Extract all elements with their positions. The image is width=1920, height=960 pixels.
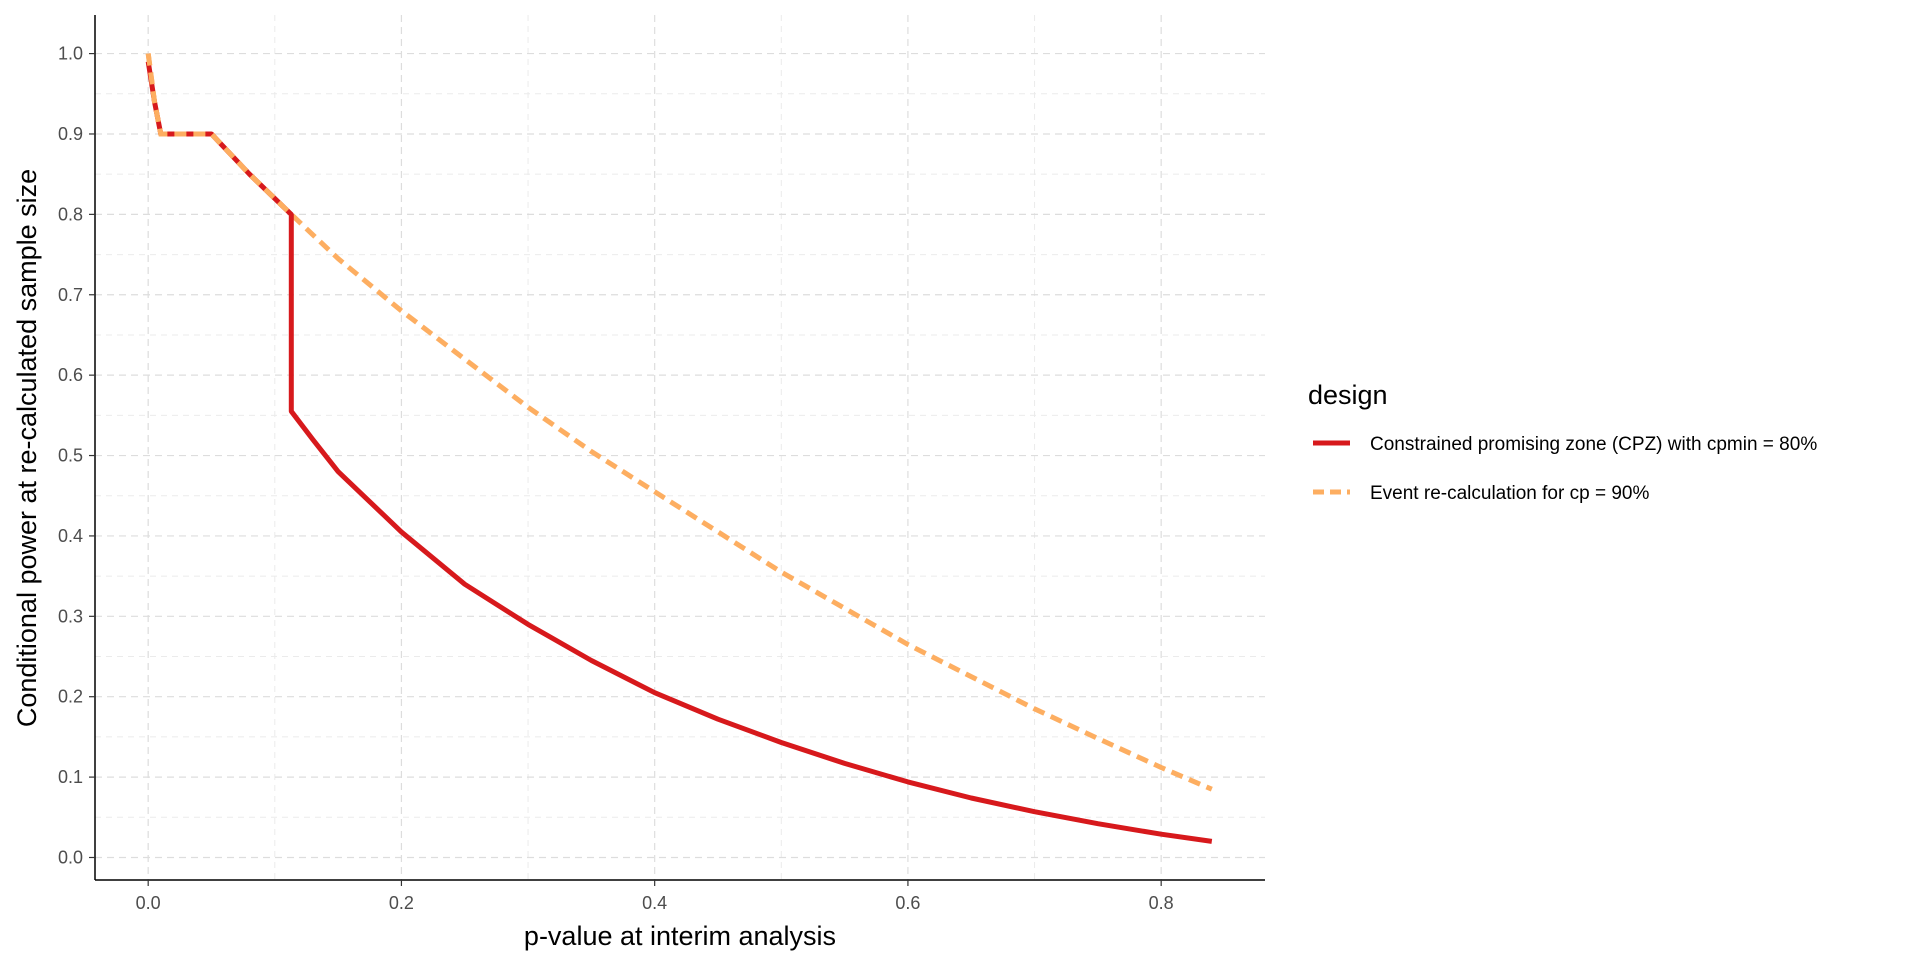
x-tick-label: 0.4 bbox=[642, 893, 667, 913]
y-tick-label: 0.4 bbox=[58, 526, 83, 546]
minor-gridlines bbox=[95, 15, 1265, 880]
x-tick-label: 0.0 bbox=[136, 893, 161, 913]
series-line-1-overlap bbox=[145, 53, 294, 217]
x-tick-label: 0.2 bbox=[389, 893, 414, 913]
x-axis-ticks: 0.0 0.2 0.4 0.6 0.8 bbox=[136, 880, 1174, 913]
x-axis-title: p-value at interim analysis bbox=[524, 921, 836, 951]
legend-title: design bbox=[1308, 380, 1388, 410]
series-line-1 bbox=[145, 53, 1213, 792]
y-tick-label: 1.0 bbox=[58, 44, 83, 64]
series-layer bbox=[145, 53, 1213, 844]
legend-label-event-recalc: Event re-calculation for cp = 90% bbox=[1370, 483, 1649, 504]
y-tick-label: 0.9 bbox=[58, 124, 83, 144]
major-gridlines bbox=[95, 15, 1265, 880]
y-axis-ticks: 0.0 0.1 0.2 0.3 0.4 0.5 0.6 0.7 0.8 0.9 1.0 bbox=[58, 44, 95, 867]
y-tick-label: 0.7 bbox=[58, 285, 83, 305]
y-tick-label: 0.5 bbox=[58, 446, 83, 466]
y-tick-label: 0.6 bbox=[58, 365, 83, 385]
y-tick-label: 0.2 bbox=[58, 687, 83, 707]
y-tick-label: 0.3 bbox=[58, 606, 83, 626]
y-axis-title: Conditional power at re-calculated sampl… bbox=[12, 169, 42, 727]
legend: design Constrained promising zone (CPZ) … bbox=[1308, 380, 1817, 504]
x-tick-label: 0.6 bbox=[895, 893, 920, 913]
series-line-0 bbox=[145, 61, 1213, 844]
y-tick-label: 0.8 bbox=[58, 204, 83, 224]
y-tick-label: 0.0 bbox=[58, 847, 83, 867]
y-tick-label: 0.1 bbox=[58, 767, 83, 787]
x-tick-label: 0.8 bbox=[1149, 893, 1174, 913]
legend-label-cpz: Constrained promising zone (CPZ) with cp… bbox=[1370, 434, 1817, 455]
